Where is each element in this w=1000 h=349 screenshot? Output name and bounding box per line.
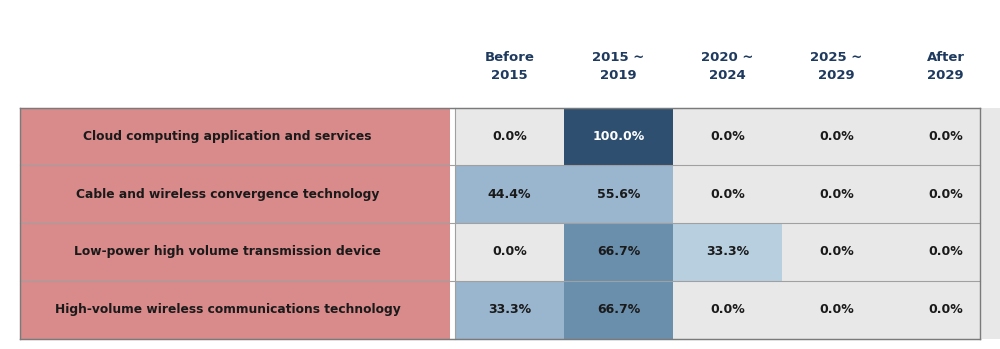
- Text: 100.0%: 100.0%: [592, 130, 645, 143]
- Text: 66.7%: 66.7%: [597, 245, 640, 259]
- Text: 0.0%: 0.0%: [819, 130, 854, 143]
- Text: Before
2015: Before 2015: [485, 51, 534, 82]
- Text: 55.6%: 55.6%: [597, 188, 640, 201]
- Text: 0.0%: 0.0%: [710, 130, 745, 143]
- Text: 66.7%: 66.7%: [597, 303, 640, 316]
- Text: 0.0%: 0.0%: [819, 245, 854, 259]
- Text: 2020 ~
2024: 2020 ~ 2024: [701, 51, 754, 82]
- Text: Cloud computing application and services: Cloud computing application and services: [83, 130, 372, 143]
- Text: 0.0%: 0.0%: [928, 130, 963, 143]
- Text: 33.3%: 33.3%: [706, 245, 749, 259]
- Text: 0.0%: 0.0%: [928, 188, 963, 201]
- Text: 0.0%: 0.0%: [492, 130, 527, 143]
- Text: 0.0%: 0.0%: [819, 188, 854, 201]
- Text: 2025 ~
2029: 2025 ~ 2029: [810, 51, 863, 82]
- Text: 0.0%: 0.0%: [928, 245, 963, 259]
- Text: 0.0%: 0.0%: [710, 188, 745, 201]
- Text: 0.0%: 0.0%: [819, 303, 854, 316]
- Text: High-volume wireless communications technology: High-volume wireless communications tech…: [55, 303, 400, 316]
- Text: 44.4%: 44.4%: [488, 188, 531, 201]
- Text: 2015 ~
2019: 2015 ~ 2019: [592, 51, 645, 82]
- Text: After
2029: After 2029: [926, 51, 964, 82]
- Text: 0.0%: 0.0%: [928, 303, 963, 316]
- Text: 33.3%: 33.3%: [488, 303, 531, 316]
- Text: 0.0%: 0.0%: [710, 303, 745, 316]
- Text: 0.0%: 0.0%: [492, 245, 527, 259]
- Text: Cable and wireless convergence technology: Cable and wireless convergence technolog…: [76, 188, 379, 201]
- Text: Low-power high volume transmission device: Low-power high volume transmission devic…: [74, 245, 381, 259]
